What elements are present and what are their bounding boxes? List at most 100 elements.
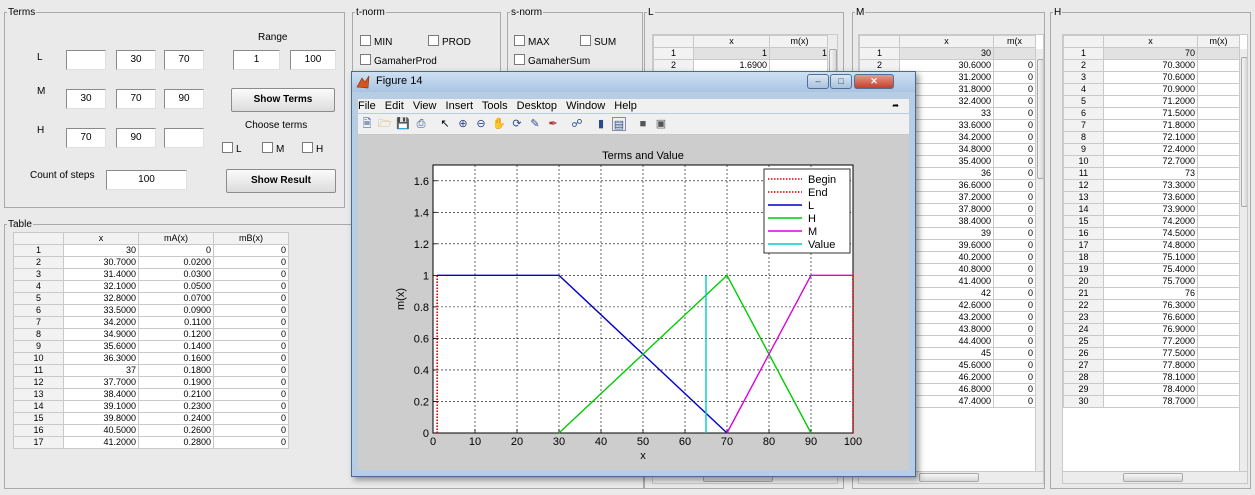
table-cell[interactable] [1197,167,1240,180]
table-cell[interactable]: 0 [993,347,1036,360]
table-cell[interactable]: 32.8000 [63,292,139,305]
table-cell[interactable]: 0 [993,71,1036,84]
checkbox-box[interactable] [360,54,371,65]
table-cell[interactable]: 30.7000 [63,256,139,269]
maximize-button[interactable]: □ [830,74,852,89]
table-cell[interactable]: 0 [993,119,1036,132]
table-cell[interactable]: 0 [138,244,214,257]
table-cell[interactable] [1197,311,1240,324]
table-cell[interactable]: 36.3000 [63,352,139,365]
table-row[interactable]: 6 33.5000 0.0900 0 [13,304,289,317]
column-header[interactable]: m(x) [769,35,830,48]
table-cell[interactable] [1197,335,1240,348]
table-row[interactable]: 10 72.7000 [1063,155,1240,168]
table-cell[interactable]: 0 [993,335,1036,348]
table-row[interactable]: 1 30 [859,47,1036,60]
table-cell[interactable]: 41.2000 [63,436,139,449]
table-cell[interactable] [1197,179,1240,192]
table-cell[interactable]: 36 [899,167,994,180]
table-row[interactable]: 16 74.5000 [1063,227,1240,240]
h-value-3[interactable] [164,128,204,148]
table-row[interactable]: 23 76.6000 [1063,311,1240,324]
brush-icon[interactable]: ✒ [548,118,558,130]
table-cell[interactable]: 76.3000 [1103,299,1198,312]
menu-help[interactable]: Help [614,100,637,112]
table-cell[interactable]: 0 [213,304,289,317]
table-cell[interactable]: 0 [213,400,289,413]
menu-tools[interactable]: Tools [481,100,508,112]
table-row[interactable]: 9 35.6000 0.1400 0 [13,340,289,353]
checkbox-box[interactable] [514,54,525,65]
rotate-icon[interactable]: ⟳ [512,118,522,130]
column-header[interactable]: m(x [993,35,1036,48]
table-cell[interactable] [1197,95,1240,108]
table-cell[interactable] [1197,227,1240,240]
menu-view[interactable]: View [412,100,437,112]
table-cell[interactable]: 0 [993,263,1036,276]
table-row[interactable]: 9 72.4000 [1063,143,1240,156]
table-cell[interactable]: 74.5000 [1103,227,1198,240]
table-cell[interactable]: 0 [213,340,289,353]
table-cell[interactable]: 0 [993,323,1036,336]
table-cell[interactable] [1197,347,1240,360]
table-cell[interactable]: 40.5000 [63,424,139,437]
menu-desktop[interactable]: Desktop [516,100,558,112]
table-cell[interactable]: 70.9000 [1103,83,1198,96]
table-cell[interactable]: 0 [993,215,1036,228]
menu-window[interactable]: Window [566,100,606,112]
data-cursor-icon[interactable]: ✎ [530,118,540,130]
table-cell[interactable]: 0.1800 [138,364,214,377]
table-row[interactable]: 13 38.4000 0.2100 0 [13,388,289,401]
table-cell[interactable]: 78.1000 [1103,371,1198,384]
table-cell[interactable]: 1.6900 [693,59,770,72]
h-value-1[interactable]: 70 [66,128,106,148]
zoom-in-icon[interactable]: ⊕ [458,118,468,130]
table-cell[interactable] [1197,383,1240,396]
table-cell[interactable]: 34.2000 [63,316,139,329]
link-icon[interactable]: ☍ [571,118,583,130]
table-row[interactable]: 20 75.7000 [1063,275,1240,288]
table-cell[interactable] [993,47,1036,60]
table-row[interactable]: 7 34.2000 0.1100 0 [13,316,289,329]
table-cell[interactable] [769,59,830,72]
table-row[interactable]: 28 78.1000 [1063,371,1240,384]
table-cell[interactable]: 73.6000 [1103,191,1198,204]
table-cell[interactable]: 72.4000 [1103,143,1198,156]
choose-checkbox-m[interactable]: M [262,142,284,155]
table-row[interactable]: 29 78.4000 [1063,383,1240,396]
table-cell[interactable]: 0 [213,376,289,389]
table-cell[interactable]: 47.4000 [899,395,994,408]
choose-checkbox-h[interactable]: H [302,142,323,155]
table-cell[interactable]: 31.8000 [899,83,994,96]
table-row[interactable]: 26 77.5000 [1063,347,1240,360]
table-row[interactable]: 1 70 [1063,47,1240,60]
table-cell[interactable]: 42.6000 [899,299,994,312]
table-row[interactable]: 2 70.3000 [1063,59,1240,72]
table-cell[interactable]: 0.2600 [138,424,214,437]
table-cell[interactable]: 39.1000 [63,400,139,413]
table-cell[interactable]: 0 [993,143,1036,156]
table-cell[interactable]: 0 [213,424,289,437]
hide-tools-icon[interactable]: ■ [639,118,647,130]
colorbar-icon[interactable]: ▮ [597,118,605,130]
table-cell[interactable]: 45.6000 [899,359,994,372]
table-cell[interactable]: 1 [693,47,770,60]
table-cell[interactable] [1197,287,1240,300]
table-cell[interactable]: 37 [63,364,139,377]
table-cell[interactable] [1197,83,1240,96]
table-row[interactable]: 17 41.2000 0.2800 0 [13,436,289,449]
table-cell[interactable]: 0.1100 [138,316,214,329]
zoom-out-icon[interactable]: ⊖ [476,118,486,130]
table-row[interactable]: 11 73 [1063,167,1240,180]
table-cell[interactable]: 0.1600 [138,352,214,365]
table-cell[interactable]: 0.0500 [138,280,214,293]
table-cell[interactable]: 75.4000 [1103,263,1198,276]
column-header[interactable]: x [693,35,770,48]
m-table-vscroll[interactable] [1035,49,1043,473]
scroll-thumb[interactable] [919,473,979,482]
table-row[interactable]: 10 36.3000 0.1600 0 [13,352,289,365]
table-cell[interactable]: 0 [993,395,1036,408]
table-cell[interactable]: 0 [993,227,1036,240]
range-min-input[interactable]: 1 [233,50,280,70]
